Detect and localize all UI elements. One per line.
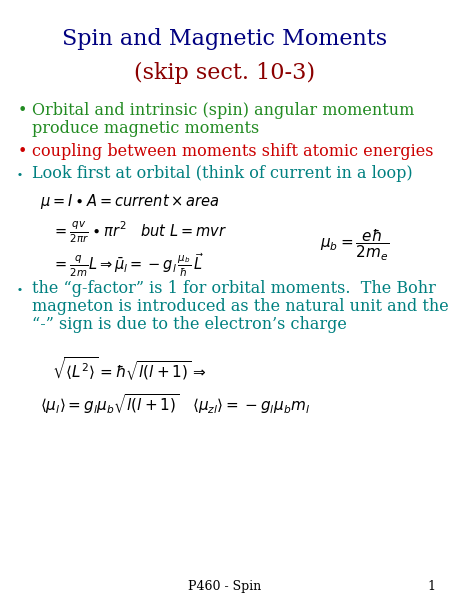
Text: (skip sect. 10-3): (skip sect. 10-3) <box>135 62 315 84</box>
Text: $\sqrt{\langle L^{2}\rangle} = \hbar\sqrt{l(l+1)} \Rightarrow$: $\sqrt{\langle L^{2}\rangle} = \hbar\sqr… <box>52 355 207 383</box>
Text: P460 - Spin: P460 - Spin <box>189 580 261 593</box>
Text: $\langle \mu_{l}\rangle = g_{l}\mu_{b}\sqrt{l(l+1)}$$\quad \langle \mu_{zl}\rang: $\langle \mu_{l}\rangle = g_{l}\mu_{b}\s… <box>40 392 310 416</box>
Text: Orbital and intrinsic (spin) angular momentum: Orbital and intrinsic (spin) angular mom… <box>32 102 414 119</box>
Text: ·: · <box>16 280 24 303</box>
Text: 1: 1 <box>427 580 435 593</box>
Text: produce magnetic moments: produce magnetic moments <box>32 120 259 137</box>
Text: the “g-factor” is 1 for orbital moments.  The Bohr: the “g-factor” is 1 for orbital moments.… <box>32 280 436 297</box>
Text: Look first at orbital (think of current in a loop): Look first at orbital (think of current … <box>32 165 413 182</box>
Text: “-” sign is due to the electron’s charge: “-” sign is due to the electron’s charge <box>32 316 347 333</box>
Text: $\mu = I \bullet A = current \times area$: $\mu = I \bullet A = current \times area… <box>40 192 220 211</box>
Text: coupling between moments shift atomic energies: coupling between moments shift atomic en… <box>32 143 433 160</box>
Text: •: • <box>18 143 27 160</box>
Text: $= \frac{q}{2m} L \Rightarrow \bar{\mu}_{l}= -g_{l}\, \frac{\mu_{b}}{\hbar}\, \v: $= \frac{q}{2m} L \Rightarrow \bar{\mu}_… <box>52 252 204 279</box>
Text: ·: · <box>16 165 24 188</box>
Text: magneton is introduced as the natural unit and the: magneton is introduced as the natural un… <box>32 298 449 315</box>
Text: $= \frac{qv}{2\pi r} \bullet \pi r^{2}$$\quad but\ L = mvr$: $= \frac{qv}{2\pi r} \bullet \pi r^{2}$$… <box>52 220 227 245</box>
Text: $\mu_{b} = \dfrac{e\hbar}{2m_{e}}$: $\mu_{b} = \dfrac{e\hbar}{2m_{e}}$ <box>320 228 389 263</box>
Text: •: • <box>18 102 27 119</box>
Text: Spin and Magnetic Moments: Spin and Magnetic Moments <box>63 28 387 50</box>
